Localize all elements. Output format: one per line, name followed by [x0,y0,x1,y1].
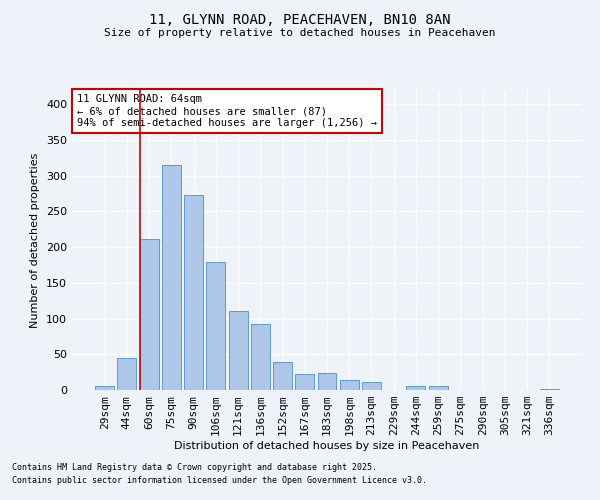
Bar [140,238,158,390]
Bar [95,386,114,390]
Bar [295,374,314,390]
Bar [229,312,248,390]
Bar [162,165,181,390]
Bar [340,380,359,390]
Text: Size of property relative to detached houses in Peacehaven: Size of property relative to detached ho… [104,28,496,38]
Bar [251,324,270,390]
Bar [206,262,225,390]
Bar [362,382,381,390]
Bar [317,373,337,390]
Bar [184,195,203,390]
Text: 11, GLYNN ROAD, PEACEHAVEN, BN10 8AN: 11, GLYNN ROAD, PEACEHAVEN, BN10 8AN [149,12,451,26]
Text: 11 GLYNN ROAD: 64sqm
← 6% of detached houses are smaller (87)
94% of semi-detach: 11 GLYNN ROAD: 64sqm ← 6% of detached ho… [77,94,377,128]
Bar [429,386,448,390]
Y-axis label: Number of detached properties: Number of detached properties [31,152,40,328]
Text: Contains public sector information licensed under the Open Government Licence v3: Contains public sector information licen… [12,476,427,485]
Bar [118,358,136,390]
X-axis label: Distribution of detached houses by size in Peacehaven: Distribution of detached houses by size … [175,441,479,451]
Bar [540,388,559,390]
Text: Contains HM Land Registry data © Crown copyright and database right 2025.: Contains HM Land Registry data © Crown c… [12,464,377,472]
Bar [273,362,292,390]
Bar [406,386,425,390]
